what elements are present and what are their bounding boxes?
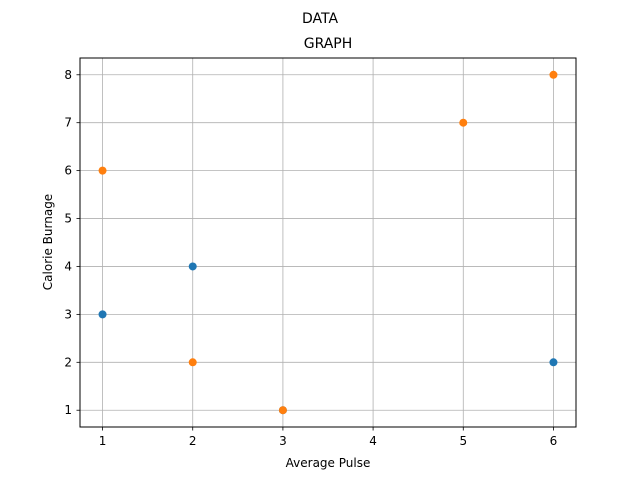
y-tick-label: 7 <box>64 116 72 130</box>
chart-title: GRAPH <box>304 36 353 52</box>
axis-ticks: 1 2 3 4 5 6 1 2 3 4 5 6 7 8 <box>64 68 557 448</box>
grid-lines <box>80 58 576 427</box>
x-tick-label: 3 <box>279 434 287 448</box>
x-tick-label: 6 <box>550 434 558 448</box>
scatter-point-series-1 <box>549 358 558 367</box>
scatter-point-series-1 <box>98 310 107 319</box>
data-points <box>98 70 558 415</box>
y-tick-label: 2 <box>64 355 72 369</box>
plot-area <box>80 58 576 427</box>
x-tick-label: 4 <box>369 434 377 448</box>
x-tick-label: 5 <box>459 434 467 448</box>
y-tick-label: 4 <box>64 259 72 273</box>
scatter-point-series-2 <box>188 358 197 367</box>
x-tick-label: 1 <box>99 434 107 448</box>
y-tick-label: 5 <box>64 212 72 226</box>
x-axis-label: Average Pulse <box>286 456 371 470</box>
y-tick-label: 6 <box>64 164 72 178</box>
scatter-point-series-2 <box>98 166 107 175</box>
y-axis-label: Calorie Burnage <box>41 194 55 290</box>
scatter-point-series-2 <box>549 70 558 79</box>
y-tick-label: 1 <box>64 403 72 417</box>
y-tick-label: 3 <box>64 307 72 321</box>
scatter-point-series-1 <box>188 262 197 271</box>
scatter-point-series-2 <box>459 118 468 127</box>
x-tick-label: 2 <box>189 434 197 448</box>
plot-frame <box>79 57 577 428</box>
y-tick-label: 8 <box>64 68 72 82</box>
scatter-point-series-2 <box>278 406 287 415</box>
chart-suptitle: DATA <box>302 11 338 27</box>
